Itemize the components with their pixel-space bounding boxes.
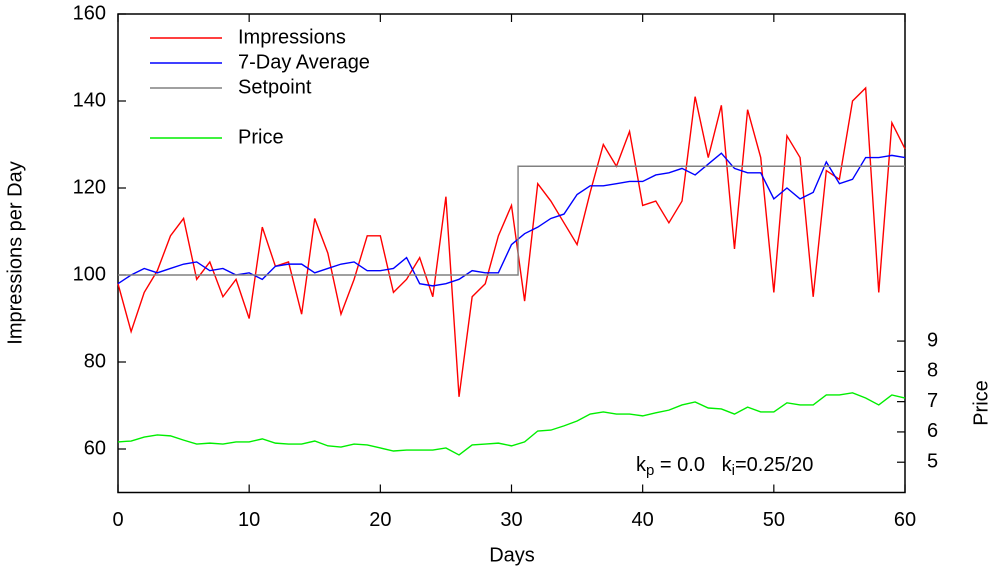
legend-label: Setpoint — [238, 76, 312, 98]
x-tick-label: 10 — [238, 509, 260, 531]
y-axis-label: Impressions per Day — [4, 161, 26, 344]
y-tick-label: 100 — [73, 263, 106, 285]
annotation: kp = 0.0 ki=0.25/20 — [636, 454, 813, 479]
y-tick-label: 120 — [73, 176, 106, 198]
x-tick-label: 0 — [112, 509, 123, 531]
x-tick-label: 40 — [632, 509, 654, 531]
series-line — [117, 86, 906, 397]
x-tick-label: 30 — [500, 509, 522, 531]
y-tick-label: 60 — [84, 437, 106, 459]
y-tick-label: 160 — [73, 2, 106, 24]
y-tick-label: 140 — [73, 89, 106, 111]
series-line — [117, 392, 906, 456]
legend-label: Impressions — [238, 26, 346, 48]
legend-label: 7-Day Average — [238, 51, 370, 73]
x-tick-label: 60 — [894, 509, 916, 531]
x-axis-label: Days — [489, 544, 535, 566]
y-tick-label: 80 — [84, 350, 106, 372]
y2-tick-label: 6 — [927, 420, 938, 442]
y2-tick-label: 7 — [927, 390, 938, 412]
x-tick-label: 20 — [369, 509, 391, 531]
legend-label: Price — [238, 126, 284, 148]
series-line — [117, 152, 906, 287]
y2-axis-label: Price — [970, 380, 992, 426]
x-tick-label: 50 — [763, 509, 785, 531]
y2-tick-label: 8 — [927, 360, 938, 382]
y2-tick-label: 9 — [927, 329, 938, 351]
plot-frame — [117, 13, 906, 494]
series-line — [118, 165, 905, 276]
y2-tick-label: 5 — [927, 450, 938, 472]
